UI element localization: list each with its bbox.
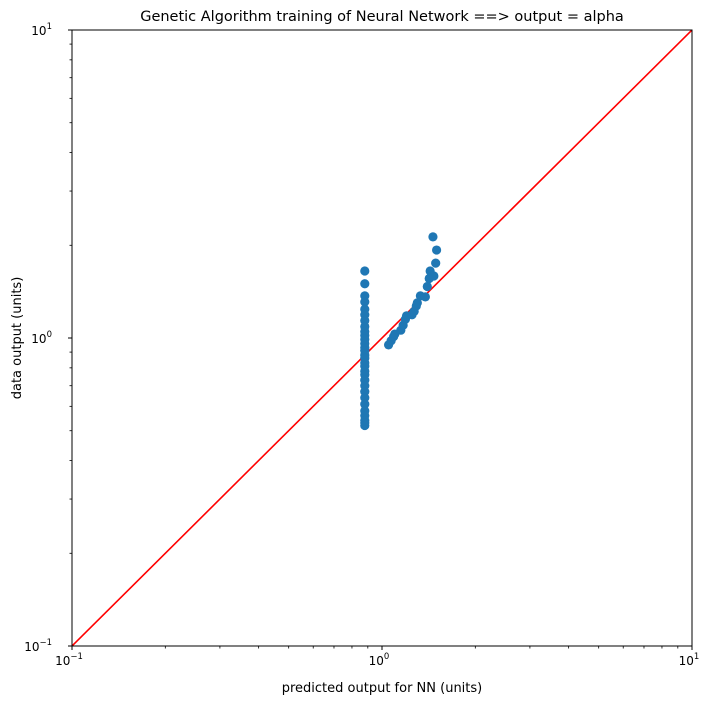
chart-title: Genetic Algorithm training of Neural Net… <box>140 9 624 25</box>
x-axis-label: predicted output for NN (units) <box>282 681 483 696</box>
x-tick-label: 100 <box>369 652 390 668</box>
scatter-point <box>422 281 432 292</box>
x-tick-label: 101 <box>679 652 700 668</box>
scatter-point <box>429 271 439 281</box>
scatter-point <box>360 420 370 431</box>
scatter-point <box>360 297 370 307</box>
x-tick-label: 10−1 <box>55 652 83 668</box>
point-layer <box>360 232 442 431</box>
scatter-point <box>360 399 370 409</box>
scatter-point <box>431 245 442 255</box>
scatter-point <box>360 393 370 403</box>
y-tick-label: 101 <box>31 22 52 38</box>
scatter-point <box>420 292 430 302</box>
identity-line <box>72 30 692 646</box>
scatter-point <box>412 298 422 308</box>
x-axis: 10−1 100 101 <box>55 646 699 668</box>
scatter-point <box>431 258 441 268</box>
y-axis-label: data output (units) <box>10 277 25 400</box>
scatter-point <box>428 232 438 242</box>
scatter-point <box>360 279 370 289</box>
plot-area <box>72 30 692 646</box>
line-layer <box>72 30 692 646</box>
y-axis: 10−1 100 101 <box>24 22 72 654</box>
scatter-point <box>360 266 370 276</box>
y-tick-label: 10−1 <box>24 638 52 654</box>
y-tick-label: 100 <box>31 330 52 346</box>
